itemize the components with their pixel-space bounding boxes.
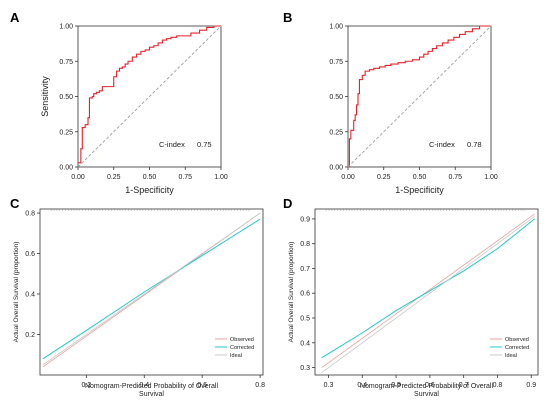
- y-tick-label: 0.4: [300, 340, 310, 347]
- panel-letter-d: D: [283, 196, 293, 211]
- x-tick-label: 0.5: [391, 382, 401, 389]
- panel-letter-a: A: [10, 10, 20, 25]
- y-tick-label: 0.4: [25, 292, 35, 299]
- y-tick-label: 0.2: [25, 332, 35, 339]
- calibration-chart-c: 0.2 0.4 0.6 0.8 0.2 0.4 0.6 0.8 Observed Correcte…: [13, 208, 265, 398]
- y-tick-label: 0.50: [59, 94, 73, 101]
- reference-line: [77, 25, 222, 168]
- x-axis-label: Nomogram-Predicted Probability of Overal…: [85, 383, 218, 390]
- x-axis-label: Survival: [414, 391, 439, 398]
- roc-curve: [348, 25, 491, 168]
- y-tick-label: 0.50: [329, 94, 343, 101]
- legend-label: Observed: [230, 337, 254, 343]
- x-tick-label: 0.00: [341, 174, 355, 181]
- c-index-label: C-index: [429, 140, 455, 149]
- x-tick-label: 0.8: [493, 382, 503, 389]
- y-tick-label: 0.00: [329, 165, 343, 172]
- legend-label: Corrected: [505, 345, 529, 351]
- y-tick-label: 0.7: [300, 266, 310, 273]
- panel-letter-c: C: [10, 196, 20, 211]
- x-axis-label: 1-Specificity: [125, 185, 174, 195]
- x-tick-label: 0.6: [197, 382, 207, 389]
- calibration-line-observed: [321, 213, 535, 368]
- calibration-chart-d: 0.3 0.4 0.5 0.6 0.7 0.8 0.9 0.3 0.4 0.5 0.6 0.7 0.8 0…: [288, 208, 539, 398]
- y-tick-label: 0.5: [300, 316, 310, 323]
- c-index-value: 0.78: [467, 140, 482, 149]
- calibration-line-corrected: [321, 218, 535, 359]
- roc-curve: [78, 25, 221, 164]
- y-tick-label: 0.25: [59, 129, 73, 136]
- legend-label: Corrected: [230, 345, 254, 351]
- calibration-line-corrected: [42, 218, 261, 360]
- x-tick-label: 0.9: [526, 382, 536, 389]
- x-tick-label: 0.25: [377, 174, 391, 181]
- x-tick-label: 0.75: [178, 174, 192, 181]
- calibration-line-ideal: [321, 216, 535, 373]
- y-axis-label: Actual Overall Survival (proportion): [13, 242, 20, 343]
- panel-letter-b: B: [283, 10, 293, 25]
- reference-line: [347, 25, 492, 168]
- x-tick-label: 0.2: [81, 382, 91, 389]
- y-tick-label: 0.8: [25, 211, 35, 218]
- y-tick-label: 0.3: [300, 365, 310, 372]
- x-tick-label: 0.8: [255, 382, 265, 389]
- x-tick-label: 1.00: [214, 174, 228, 181]
- x-axis-label: 1-Specificity: [395, 185, 444, 195]
- x-tick-label: 0.4: [139, 382, 149, 389]
- y-tick-label: 0.9: [300, 216, 310, 223]
- x-tick-label: 0.6: [425, 382, 435, 389]
- x-tick-label: 0.3: [324, 382, 334, 389]
- legend-label: Ideal: [230, 353, 242, 359]
- x-tick-label: 0.7: [459, 382, 469, 389]
- x-tick-label: 1.00: [484, 174, 498, 181]
- y-tick-label: 0.75: [59, 59, 73, 66]
- y-tick-label: 1.00: [329, 24, 343, 31]
- y-tick-label: 0.6: [25, 251, 35, 258]
- x-axis-label: Nomogram-Predicted Probability of Overal…: [360, 383, 493, 390]
- legend-label: Ideal: [505, 353, 517, 359]
- roc-chart-b: 0.00 0.25 0.50 0.75 1.00 0.00 0.25 0.50 0.75 1.00…: [329, 24, 498, 196]
- y-tick-label: 0.8: [300, 241, 310, 248]
- calibration-line-ideal: [42, 212, 261, 366]
- x-tick-label: 0.50: [413, 174, 427, 181]
- c-index-value: 0.75: [197, 140, 212, 149]
- y-tick-label: 0.75: [329, 59, 343, 66]
- x-tick-label: 0.4: [357, 382, 367, 389]
- y-axis-label: Actual Overall Survival (proportion): [288, 242, 295, 343]
- x-tick-label: 0.75: [448, 174, 462, 181]
- x-axis-label: Survival: [139, 391, 164, 398]
- y-tick-label: 1.00: [59, 24, 73, 31]
- roc-chart-a: 0.00 0.25 0.50 0.75 1.00 0.00 0.25 0.50 0.75 1.00…: [40, 24, 228, 196]
- c-index-label: C-index: [159, 140, 185, 149]
- legend-label: Observed: [505, 337, 529, 343]
- y-axis-label: Sensitivity: [40, 76, 50, 117]
- x-tick-label: 0.25: [107, 174, 121, 181]
- y-tick-label: 0.6: [300, 291, 310, 298]
- y-tick-label: 0.00: [59, 165, 73, 172]
- x-tick-label: 0.00: [71, 174, 85, 181]
- y-tick-label: 0.25: [329, 129, 343, 136]
- x-tick-label: 0.50: [143, 174, 157, 181]
